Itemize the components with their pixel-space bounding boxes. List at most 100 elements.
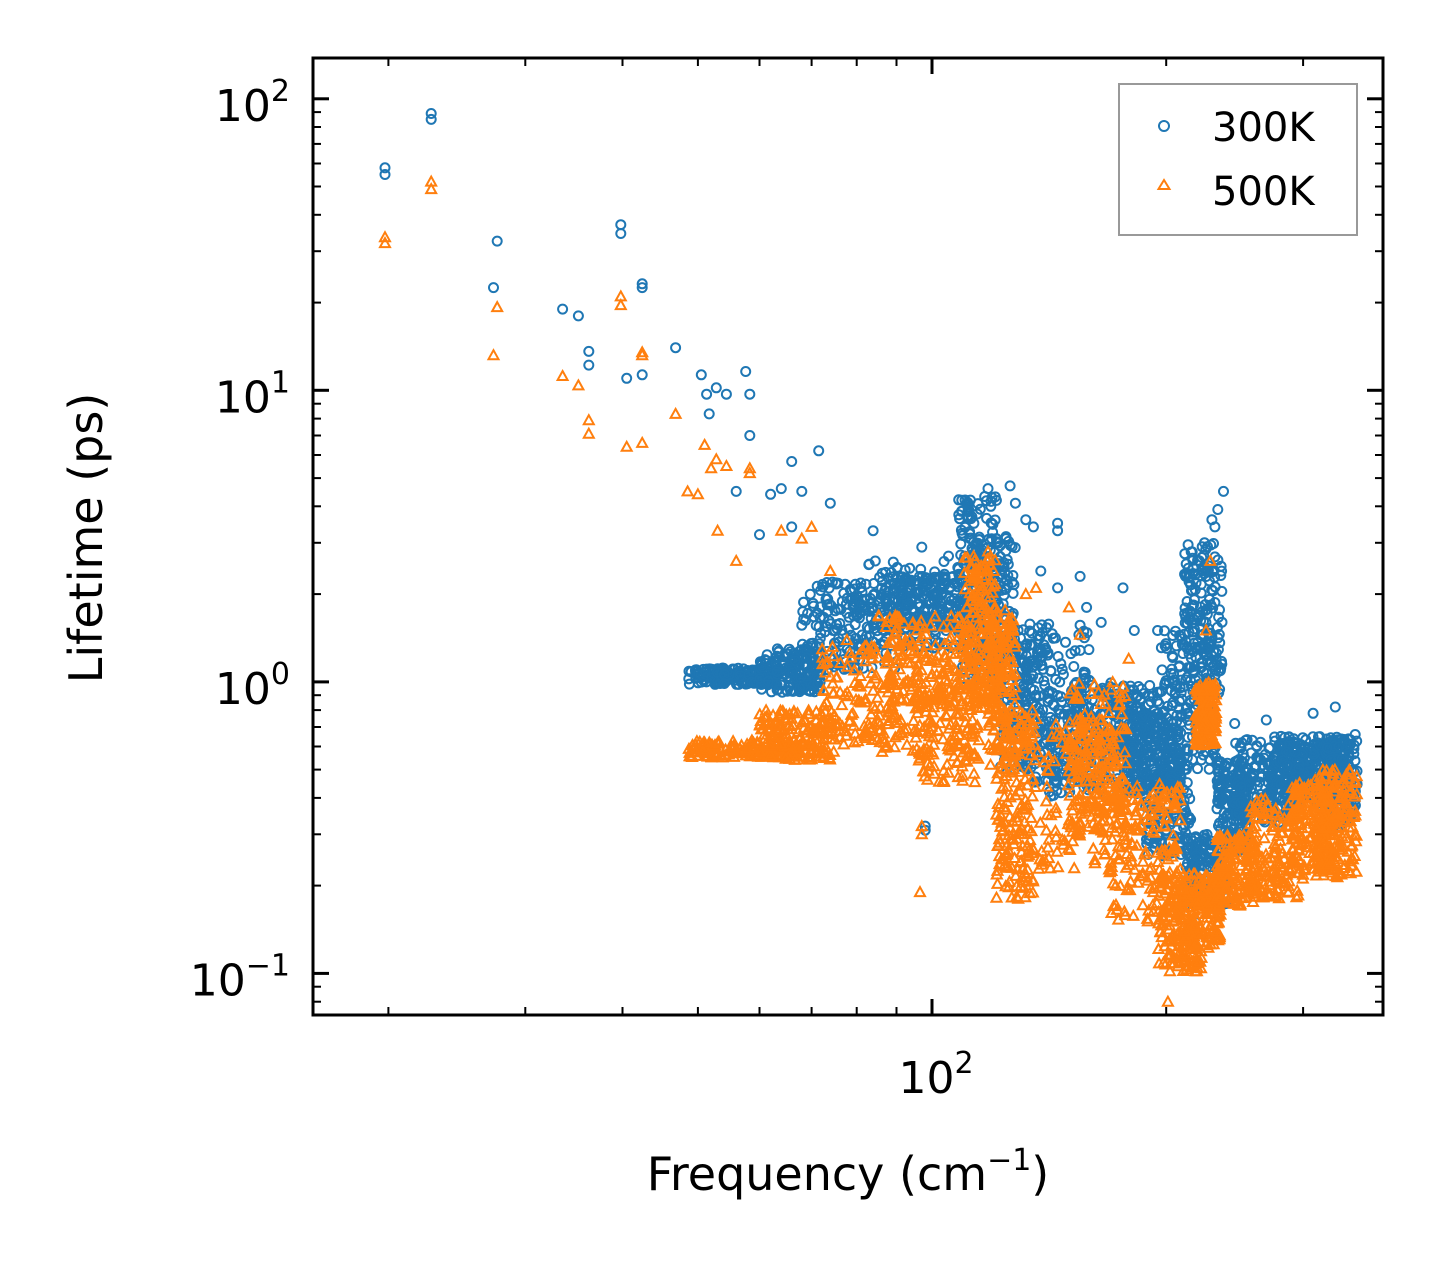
data-point-300k-3392 [786,521,798,533]
data-point-300k-310 [782,648,794,660]
data-point-300k-626 [915,563,927,575]
data-point-300k-565 [876,582,888,594]
data-point-300k-560 [855,607,867,618]
data-point-300k-3329 [1321,745,1333,757]
data-point-300k-799 [926,574,938,586]
data-point-300k-318 [773,684,785,695]
data-point-300k-2201 [1167,630,1179,641]
data-point-300k-2860 [1246,734,1258,746]
data-point-300k-2371 [1195,579,1207,590]
data-point-300k-2383 [1210,664,1221,676]
data-point-300k-2338 [1188,623,1200,635]
data-point-300k-797 [899,577,911,589]
data-point-300k-1915 [1134,706,1146,718]
data-point-300k-1422 [1016,664,1028,676]
data-point-300k-472 [805,638,817,649]
data-point-300k-3391 [754,529,765,541]
data-point-300k-2099 [1192,763,1203,775]
data-point-300k-317 [784,654,796,666]
data-point-300k-3400 [982,483,994,495]
data-point-300k-2314 [1204,593,1215,605]
data-point-300k-3398 [943,550,954,562]
data-point-300k-2025 [1144,755,1156,767]
data-point-300k-463 [800,658,812,670]
data-point-300k-300 [805,685,817,697]
data-point-300k-2187 [1166,761,1178,773]
data-point-300k-2182 [1171,679,1183,691]
data-point-300k-2378 [1200,543,1212,555]
data-point-300k-2226 [1176,716,1188,728]
data-point-300k-3337 [1321,742,1333,754]
data-point-300k-3404 [1009,497,1021,509]
data-point-300k-798 [930,590,942,602]
data-point-300k-3156 [1309,738,1321,750]
data-point-300k-2368 [1180,558,1192,570]
data-point-300k-3183 [1282,760,1293,772]
data-point-300k-570 [859,593,871,605]
data-point-300k-2556 [1190,850,1202,862]
data-point-300k-302 [771,666,783,678]
data-point-300k-1387 [1026,638,1038,650]
data-point-300k-2077 [1159,756,1171,768]
data-point-300k-2292 [1187,646,1199,658]
data-point-300k-291 [770,659,782,671]
data-point-300k-611 [846,592,858,604]
data-point-300k-1739 [1128,684,1140,696]
data-point-300k-2754 [1229,797,1241,809]
data-point-300k-307 [759,654,771,666]
data-point-300k-295 [761,649,773,661]
data-point-300k-3192 [1308,748,1320,760]
data-point-300k-436 [818,611,830,623]
data-point-300k-2702 [1211,759,1223,771]
data-point-300k-2535 [1182,858,1193,869]
data-point-300k-2345 [1211,659,1223,671]
data-point-300k-1332 [1035,660,1047,671]
data-point-300k-3393 [824,497,836,509]
data-point-300k-3022 [1262,777,1274,788]
data-point-300k-3369 [583,359,595,371]
data-point-300k-795 [896,589,907,600]
data-point-300k-399 [830,577,842,589]
data-point-300k-1431 [1042,649,1054,661]
data-point-300k-306 [812,677,824,689]
data-point-300k-773 [887,571,898,583]
data-point-300k-2160 [1166,650,1178,662]
data-point-300k-2070 [1179,759,1191,771]
data-point-300k-1817 [1129,714,1141,726]
data-point-300k-545 [860,578,872,590]
data-point-300k-595 [869,555,881,567]
data-point-300k-150 [697,663,709,675]
data-point-300k-557 [904,562,916,574]
data-point-300k-2714 [1213,771,1225,782]
data-point-300k-1595 [1050,777,1062,788]
data-point-300k-2118 [1156,664,1168,676]
data-point-300k-2392 [1195,657,1207,669]
data-point-300k-2871 [1235,797,1247,809]
data-point-300k-1395 [1055,658,1067,670]
data-point-300k-3364 [488,282,499,294]
data-point-300k-292 [757,661,769,673]
data-point-300k-1439 [1047,632,1059,644]
data-point-300k-159 [718,678,730,689]
data-point-300k-3015 [1264,742,1276,754]
data-point-300k-1405 [1078,666,1090,678]
data-point-300k-1725 [1138,688,1150,700]
data-point-300k-2369 [1182,539,1194,551]
data-point-300k-3182 [1296,769,1308,781]
data-point-300k-3372 [621,372,633,384]
data-point-300k-2559 [1198,836,1210,847]
data-point-300k-1413 [1025,683,1037,695]
data-point-300k-3178 [1280,775,1292,787]
data-point-300k-2862 [1238,764,1250,775]
data-point-300k-1896 [1131,727,1143,738]
data-point-300k-619 [930,634,942,646]
data-point-300k-2377 [1190,577,1202,589]
data-point-300k-1554 [1044,711,1056,723]
data-point-300k-3352 [1349,755,1361,767]
data-point-300k-149 [711,667,723,678]
data-point-300k-478 [887,594,898,606]
data-point-300k-3376 [670,342,682,354]
data-point-300k-2237 [1180,703,1192,714]
data-point-300k-2375 [1212,632,1224,644]
data-point-300k-299 [771,661,783,672]
